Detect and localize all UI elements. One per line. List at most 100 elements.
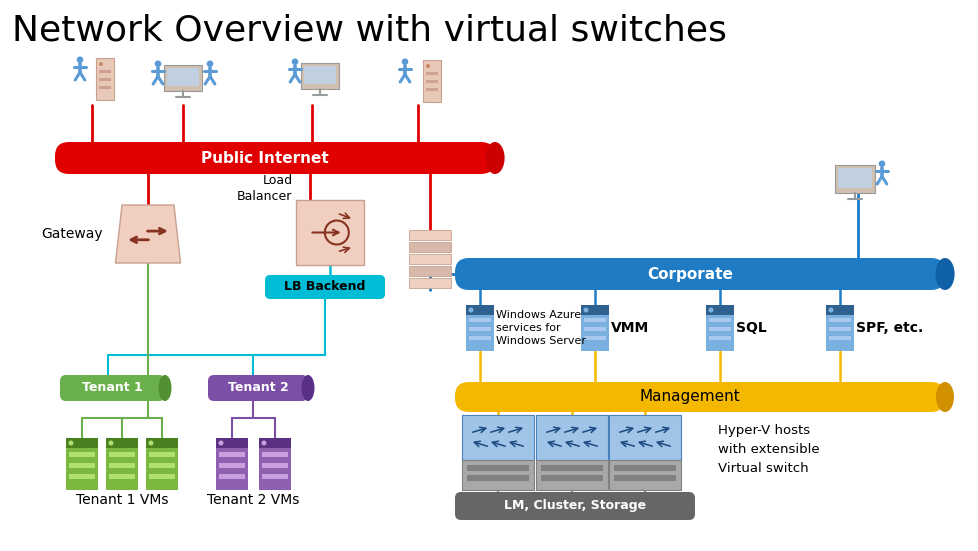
- Bar: [149, 463, 175, 468]
- Text: Tenant 2 VMs: Tenant 2 VMs: [206, 493, 299, 507]
- Bar: [425, 88, 437, 91]
- Circle shape: [149, 440, 154, 446]
- Bar: [149, 452, 175, 457]
- Ellipse shape: [301, 375, 314, 401]
- Bar: [705, 305, 734, 315]
- Bar: [409, 254, 451, 264]
- Circle shape: [708, 307, 713, 312]
- FancyBboxPatch shape: [455, 492, 694, 520]
- Bar: [295, 200, 364, 265]
- Circle shape: [206, 61, 213, 67]
- Bar: [99, 78, 111, 81]
- Bar: [146, 438, 178, 490]
- Bar: [262, 463, 288, 468]
- Text: Gateway: Gateway: [41, 227, 103, 241]
- Bar: [825, 305, 853, 315]
- Bar: [837, 168, 871, 188]
- Bar: [262, 474, 288, 479]
- Bar: [422, 60, 440, 102]
- Bar: [425, 80, 437, 83]
- Text: Tenant 1 VMs: Tenant 1 VMs: [75, 493, 168, 507]
- Bar: [216, 438, 247, 448]
- Bar: [66, 438, 98, 448]
- Bar: [828, 327, 850, 331]
- Bar: [467, 465, 528, 471]
- Circle shape: [878, 160, 884, 167]
- Bar: [68, 463, 95, 468]
- Bar: [262, 452, 288, 457]
- Bar: [541, 475, 602, 481]
- Bar: [613, 475, 676, 481]
- Ellipse shape: [935, 382, 953, 412]
- Bar: [613, 465, 676, 471]
- Circle shape: [76, 56, 83, 63]
- Bar: [467, 475, 528, 481]
- Bar: [468, 336, 491, 340]
- Bar: [409, 278, 451, 288]
- Bar: [259, 438, 290, 448]
- Bar: [828, 336, 850, 340]
- Circle shape: [401, 58, 408, 65]
- FancyBboxPatch shape: [265, 275, 384, 299]
- Bar: [109, 452, 135, 457]
- Bar: [259, 438, 290, 490]
- Bar: [584, 318, 605, 322]
- Bar: [705, 305, 734, 351]
- FancyBboxPatch shape: [55, 142, 495, 174]
- Bar: [834, 165, 874, 193]
- Bar: [708, 336, 731, 340]
- Bar: [580, 305, 608, 351]
- Bar: [425, 72, 437, 75]
- Bar: [106, 438, 138, 448]
- Text: VMM: VMM: [610, 321, 648, 335]
- Bar: [541, 465, 602, 471]
- Text: LM, Cluster, Storage: LM, Cluster, Storage: [504, 500, 645, 512]
- Bar: [466, 305, 494, 351]
- Circle shape: [261, 440, 266, 446]
- Ellipse shape: [485, 142, 504, 174]
- Text: SQL: SQL: [735, 321, 766, 335]
- Bar: [146, 438, 178, 448]
- Bar: [219, 452, 244, 457]
- Circle shape: [827, 307, 832, 312]
- Bar: [535, 460, 607, 490]
- Bar: [106, 438, 138, 490]
- Text: SPF, etc.: SPF, etc.: [855, 321, 922, 335]
- Circle shape: [99, 62, 103, 66]
- Text: Load
Balancer: Load Balancer: [237, 174, 292, 203]
- Bar: [109, 474, 135, 479]
- Bar: [462, 460, 533, 490]
- Bar: [584, 336, 605, 340]
- Circle shape: [583, 307, 588, 312]
- Bar: [99, 86, 111, 89]
- Bar: [99, 70, 111, 73]
- Bar: [825, 305, 853, 351]
- Bar: [708, 327, 731, 331]
- Bar: [580, 305, 608, 315]
- Bar: [68, 452, 95, 457]
- Text: Management: Management: [639, 390, 739, 404]
- Bar: [304, 66, 335, 84]
- Bar: [66, 438, 98, 490]
- Circle shape: [218, 440, 223, 446]
- FancyBboxPatch shape: [455, 382, 944, 412]
- Bar: [409, 230, 451, 240]
- Bar: [409, 266, 451, 276]
- Bar: [96, 58, 113, 100]
- Bar: [300, 63, 338, 89]
- Bar: [409, 242, 451, 252]
- Circle shape: [291, 58, 298, 65]
- Bar: [149, 474, 175, 479]
- Text: Tenant 1: Tenant 1: [82, 381, 143, 395]
- Text: Hyper-V hosts
with extensible
Virtual switch: Hyper-V hosts with extensible Virtual sw…: [717, 424, 819, 476]
- Bar: [584, 327, 605, 331]
- Circle shape: [155, 61, 161, 67]
- Bar: [68, 474, 95, 479]
- Bar: [164, 65, 201, 91]
- Text: Network Overview with virtual switches: Network Overview with virtual switches: [12, 13, 726, 47]
- Bar: [219, 463, 244, 468]
- Bar: [466, 305, 494, 315]
- Bar: [219, 474, 244, 479]
- Bar: [708, 318, 731, 322]
- Circle shape: [68, 440, 73, 446]
